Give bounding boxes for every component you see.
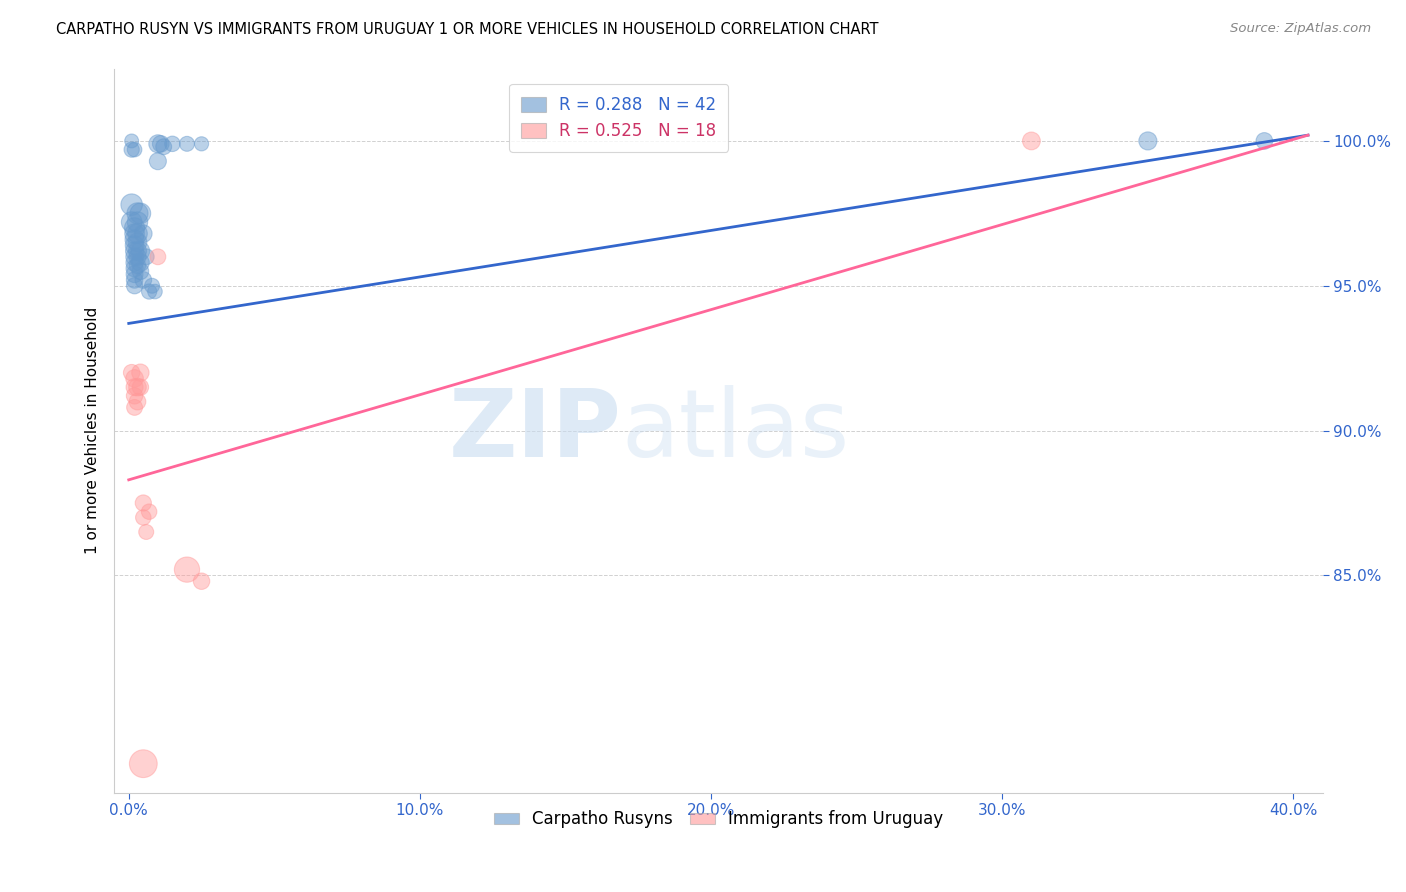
Point (149, 136, 172, 151)
Point (129, 380, 152, 394)
Point (129, 255, 152, 269)
Point (146, 154, 169, 169)
Point (1136, 134, 1159, 148)
Point (124, 389, 146, 403)
Point (121, 215, 143, 229)
Point (146, 250, 169, 264)
Point (132, 510, 155, 524)
Text: atlas: atlas (621, 384, 851, 476)
Point (124, 255, 146, 269)
Point (124, 261, 146, 276)
Point (129, 206, 152, 220)
Point (129, 366, 152, 380)
Point (190, 136, 212, 151)
Point (121, 366, 143, 380)
Point (138, 505, 160, 519)
Point (127, 227, 149, 241)
Point (176, 563, 198, 577)
Point (132, 496, 155, 510)
Point (1021, 134, 1043, 148)
Point (124, 232, 146, 246)
Point (176, 136, 198, 151)
Point (124, 227, 146, 241)
Point (124, 244, 146, 258)
Point (124, 238, 146, 252)
Point (152, 139, 174, 153)
Point (127, 206, 149, 220)
Point (127, 250, 149, 264)
Point (138, 285, 160, 299)
Point (121, 143, 143, 157)
Point (127, 380, 149, 394)
Point (129, 244, 152, 258)
Point (124, 371, 146, 385)
Text: Source: ZipAtlas.com: Source: ZipAtlas.com (1230, 22, 1371, 36)
Point (124, 278, 146, 293)
Point (124, 401, 146, 415)
Point (129, 264, 152, 278)
Point (124, 143, 146, 157)
Point (1253, 134, 1275, 148)
Point (124, 380, 146, 394)
Point (143, 285, 166, 299)
Point (132, 227, 155, 241)
Point (146, 136, 169, 151)
Point (124, 273, 146, 287)
Point (162, 136, 184, 151)
Point (124, 267, 146, 281)
Point (127, 259, 149, 273)
Point (132, 756, 155, 771)
Point (127, 215, 149, 229)
Point (190, 574, 212, 589)
Point (127, 244, 149, 258)
Point (127, 394, 149, 409)
Text: CARPATHO RUSYN VS IMMIGRANTS FROM URUGUAY 1 OR MORE VEHICLES IN HOUSEHOLD CORREL: CARPATHO RUSYN VS IMMIGRANTS FROM URUGUA… (56, 22, 879, 37)
Legend: Carpatho Rusyns, Immigrants from Uruguay: Carpatho Rusyns, Immigrants from Uruguay (486, 804, 949, 835)
Point (121, 197, 143, 211)
Point (141, 278, 163, 293)
Point (135, 250, 157, 264)
Point (127, 235, 149, 250)
Text: ZIP: ZIP (449, 384, 621, 476)
Point (124, 250, 146, 264)
Point (124, 220, 146, 235)
Point (121, 134, 143, 148)
Point (135, 524, 157, 539)
Point (132, 273, 155, 287)
Y-axis label: 1 or more Vehicles in Household: 1 or more Vehicles in Household (86, 307, 100, 554)
